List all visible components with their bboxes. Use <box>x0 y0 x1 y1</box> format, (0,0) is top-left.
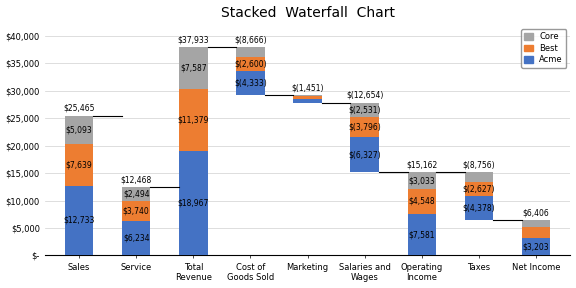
Bar <box>179 151 207 255</box>
Bar <box>465 196 493 220</box>
Bar <box>65 116 93 144</box>
Text: $(2,600): $(2,600) <box>234 59 267 68</box>
Text: $7,587: $7,587 <box>180 64 207 73</box>
Bar <box>65 185 93 255</box>
Bar <box>350 137 379 172</box>
Bar <box>122 201 150 221</box>
Text: $(12,654): $(12,654) <box>346 91 384 100</box>
Text: $(1,451): $(1,451) <box>291 83 324 92</box>
Text: $(8,666): $(8,666) <box>234 35 267 44</box>
Bar <box>522 227 551 238</box>
Text: $37,933: $37,933 <box>177 35 209 44</box>
Bar <box>522 220 551 227</box>
Bar <box>122 187 150 201</box>
Text: $3,203: $3,203 <box>523 242 550 251</box>
Text: $(3,796): $(3,796) <box>348 123 381 132</box>
Text: $12,468: $12,468 <box>120 175 152 184</box>
Legend: Core, Best, Acme: Core, Best, Acme <box>521 29 566 68</box>
Text: $(2,627): $(2,627) <box>463 185 495 194</box>
Text: $6,406: $6,406 <box>523 209 550 217</box>
Bar <box>293 95 322 96</box>
Bar <box>122 221 150 255</box>
Bar <box>350 103 379 117</box>
Text: $(4,333): $(4,333) <box>234 78 267 87</box>
Text: $7,639: $7,639 <box>66 160 93 169</box>
Text: $4,548: $4,548 <box>408 197 435 206</box>
Text: $3,033: $3,033 <box>408 176 435 185</box>
Text: $11,379: $11,379 <box>177 115 209 125</box>
Text: $(4,378): $(4,378) <box>463 204 495 213</box>
Bar <box>236 57 265 71</box>
Text: $2,494: $2,494 <box>123 189 150 198</box>
Bar <box>293 96 322 99</box>
Bar <box>65 144 93 185</box>
Text: $6,234: $6,234 <box>123 234 150 243</box>
Bar <box>465 182 493 196</box>
Text: $(8,756): $(8,756) <box>463 160 495 169</box>
Text: $(2,531): $(2,531) <box>348 105 381 114</box>
Text: $5,093: $5,093 <box>66 125 93 134</box>
Text: $(6,327): $(6,327) <box>348 150 381 159</box>
Bar <box>465 172 493 182</box>
Text: $25,465: $25,465 <box>63 104 95 113</box>
Bar <box>179 47 207 89</box>
Bar <box>236 47 265 57</box>
Bar <box>350 117 379 137</box>
Bar <box>522 238 551 255</box>
Title: Stacked  Waterfall  Chart: Stacked Waterfall Chart <box>221 5 395 20</box>
Bar <box>179 89 207 151</box>
Text: $3,740: $3,740 <box>123 206 150 215</box>
Text: $12,733: $12,733 <box>63 216 95 225</box>
Bar <box>236 71 265 95</box>
Bar <box>408 214 436 255</box>
Text: $18,967: $18,967 <box>177 199 209 208</box>
Text: $15,162: $15,162 <box>406 160 438 169</box>
Bar <box>293 99 322 103</box>
Bar <box>408 189 436 214</box>
Bar <box>408 172 436 189</box>
Text: $7,581: $7,581 <box>408 230 435 239</box>
